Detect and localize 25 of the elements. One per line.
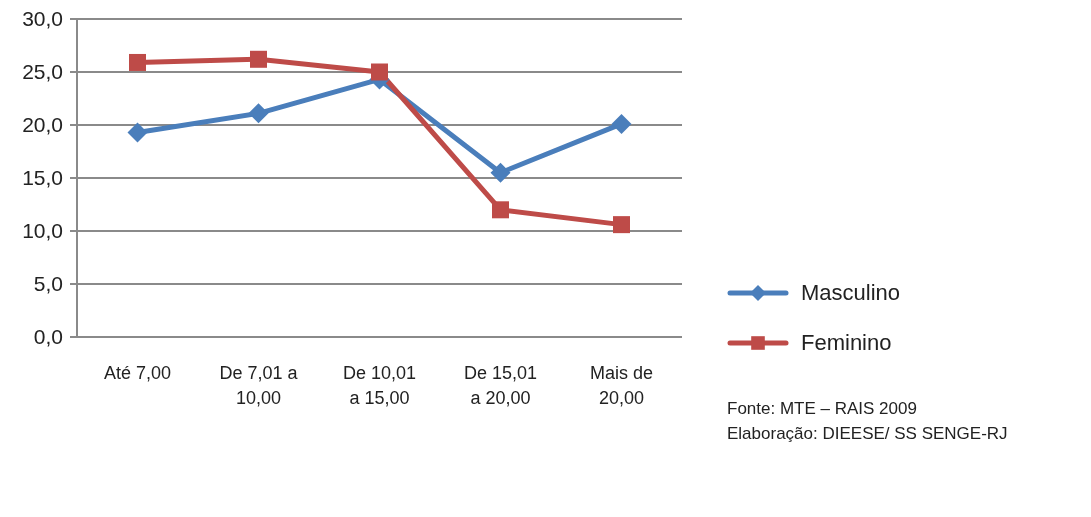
point — [248, 103, 269, 124]
x-tick-label: De 10,01 a 15,00 — [342, 363, 417, 408]
x-tick-label: Mais de 20,00 — [589, 363, 654, 408]
y-tick-label: 0,0 — [33, 325, 63, 349]
x-tick-label: Até 7,00 — [103, 363, 172, 383]
x-tick-label: De 15,01 a 20,00 — [463, 363, 538, 408]
legend-label: Feminino — [801, 330, 892, 356]
point — [371, 63, 388, 81]
text: Elaboração: DIEESE/ SS SENGE-RJ — [727, 423, 1008, 445]
y-tick-label: 5,0 — [33, 272, 63, 296]
point — [250, 50, 267, 68]
point — [129, 53, 146, 71]
y-tick-label: 20,0 — [22, 113, 63, 137]
x-tick-label: De 7,01 a 10,00 — [219, 363, 299, 408]
point — [127, 122, 148, 143]
point — [492, 201, 509, 219]
y-tick-label: 25,0 — [22, 60, 63, 84]
legend-label: Masculino — [801, 280, 901, 306]
point — [490, 162, 511, 183]
source-note: Fonte: MTE – RAIS 2009 — [727, 398, 918, 420]
y-tick-label: 10,0 — [22, 219, 63, 243]
y-tick-label: 30,0 — [22, 7, 63, 31]
point — [613, 216, 630, 234]
point — [611, 113, 632, 134]
y-tick-label: 15,0 — [22, 166, 63, 190]
